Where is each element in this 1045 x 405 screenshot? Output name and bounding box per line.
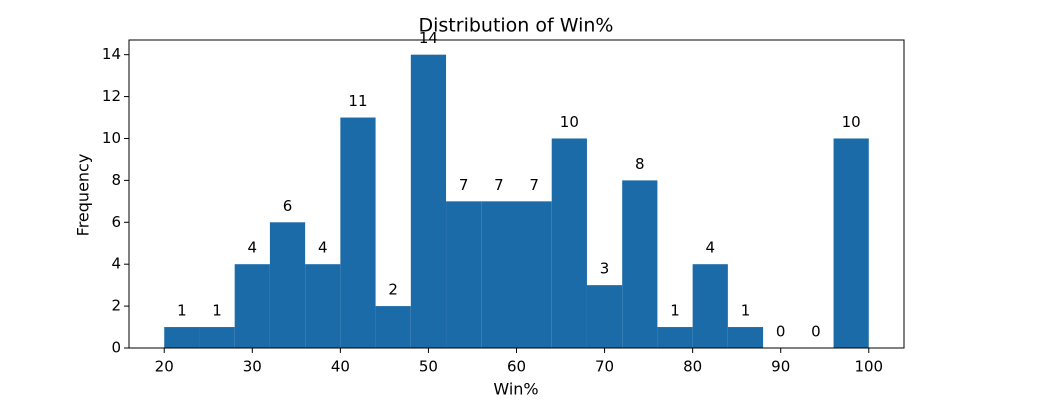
y-tick-label: 4 [111, 255, 121, 273]
data-label: 1 [212, 302, 222, 320]
x-axis-label: Win% [493, 380, 538, 399]
data-label: 1 [741, 302, 751, 320]
bar [586, 285, 623, 348]
data-label: 7 [459, 176, 469, 194]
bar [446, 201, 482, 348]
data-label: 4 [318, 239, 328, 257]
bar [269, 222, 306, 348]
bar [410, 54, 447, 349]
y-axis-label: Frequency [74, 154, 93, 237]
x-tick-label: 100 [854, 358, 883, 376]
bar [199, 327, 235, 348]
data-label: 10 [560, 113, 579, 131]
y-tick-label: 8 [111, 171, 121, 189]
x-tick-label: 50 [419, 358, 438, 376]
bar [340, 117, 376, 349]
bar [833, 138, 869, 348]
data-label: 4 [248, 239, 258, 257]
bar [234, 264, 270, 348]
y-tick-label: 10 [102, 129, 121, 147]
y-tick-label: 0 [111, 339, 121, 357]
data-label: 14 [419, 29, 438, 47]
x-tick-label: 80 [683, 358, 702, 376]
y-tick-label: 12 [102, 87, 121, 105]
bar [657, 327, 693, 348]
x-tick-label: 20 [155, 358, 174, 376]
data-label: 1 [670, 302, 680, 320]
x-tick-label: 60 [507, 358, 526, 376]
chart-title: Distribution of Win% [419, 15, 614, 37]
y-tick-label: 6 [111, 213, 121, 231]
x-tick-label: 40 [331, 358, 350, 376]
data-label: 0 [776, 323, 786, 341]
y-tick-label: 2 [111, 297, 121, 315]
data-label: 3 [600, 260, 610, 278]
bar [622, 180, 658, 348]
bar [692, 264, 728, 348]
x-tick-label: 90 [771, 358, 790, 376]
bar [516, 201, 552, 348]
bar [375, 306, 411, 348]
bar [481, 201, 517, 348]
data-label: 0 [811, 323, 821, 341]
data-label: 7 [494, 176, 504, 194]
x-tick-label: 70 [595, 358, 614, 376]
x-tick-label: 30 [243, 358, 262, 376]
data-label: 1 [177, 302, 187, 320]
data-label: 7 [529, 176, 539, 194]
data-label: 6 [283, 197, 293, 215]
bar [727, 327, 764, 348]
data-label: 10 [842, 113, 861, 131]
data-label: 2 [388, 281, 398, 299]
data-label: 8 [635, 155, 645, 173]
y-tick-label: 14 [102, 45, 121, 63]
data-label: 4 [705, 239, 715, 257]
bar [305, 264, 341, 348]
bar [164, 327, 200, 348]
bar [551, 138, 587, 348]
data-label: 11 [348, 92, 367, 110]
